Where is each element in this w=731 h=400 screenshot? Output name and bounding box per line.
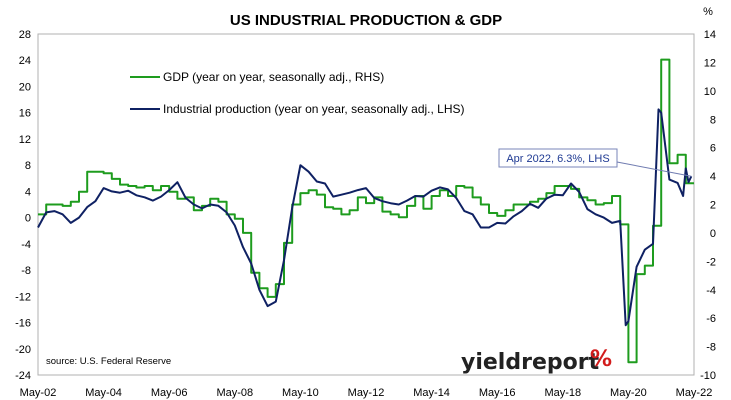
x-axis-tick-label: May-18 xyxy=(544,387,581,399)
x-axis-tick-label: May-12 xyxy=(348,387,385,399)
x-axis-tick-label: May-02 xyxy=(20,387,57,399)
right-axis-tick-label: 4 xyxy=(710,171,716,183)
source-note: source: U.S. Federal Reserve xyxy=(46,356,171,367)
x-axis-tick-label: May-14 xyxy=(413,387,450,399)
industrial-production-series-line xyxy=(37,108,693,327)
x-axis: May-02 May-04 May-06 May-08 May-10 May-12 May-… xyxy=(20,387,713,399)
right-axis-tick-label: 14 xyxy=(704,29,716,41)
x-axis-tick-label: May-08 xyxy=(216,387,253,399)
left-axis-tick-label: -24 xyxy=(15,370,31,382)
x-axis-tick-label: May-22 xyxy=(676,387,713,399)
x-axis-tick-label: May-10 xyxy=(282,387,319,399)
right-axis-tick-label: 12 xyxy=(704,57,716,69)
right-axis: -10 -8 -6 -4 -2 0 2 4 6 8 10 12 14 xyxy=(700,29,716,382)
chart-title: US INDUSTRIAL PRODUCTION & GDP xyxy=(230,12,502,29)
left-axis-tick-label: 8 xyxy=(25,160,31,172)
right-axis-tick-label: 2 xyxy=(710,200,716,212)
series-layer xyxy=(37,58,694,364)
plot-area-frame xyxy=(37,33,695,376)
legend-label-ip: Industrial production (year on year, sea… xyxy=(163,102,465,116)
right-axis-tick-label: 10 xyxy=(704,86,716,98)
legend-label-gdp: GDP (year on year, seasonally adj., RHS) xyxy=(163,70,384,84)
logo-wordmark: yieldreport xyxy=(461,350,600,375)
logo-percent-icon: % xyxy=(590,347,612,372)
annotation-box xyxy=(498,148,618,168)
right-axis-tick-label: -4 xyxy=(706,285,716,297)
right-axis-tick-label: 0 xyxy=(710,228,716,240)
left-axis: -24 -20 -16 -12 -8 -4 0 4 8 12 16 20 24 28 xyxy=(15,29,31,382)
left-axis-tick-label: -8 xyxy=(21,265,31,277)
annotation-leader-line xyxy=(616,161,692,177)
right-axis-tick-label: -6 xyxy=(706,313,716,325)
x-axis-tick-label: May-06 xyxy=(151,387,188,399)
left-axis-tick-label: -12 xyxy=(15,291,31,303)
right-axis-tick-label: -2 xyxy=(706,256,716,268)
left-axis-tick-label: 24 xyxy=(19,55,31,67)
gdp-series-line xyxy=(38,58,694,364)
right-axis-unit: % xyxy=(703,6,713,18)
annotation-label: Apr 2022, 6.3%, LHS xyxy=(506,153,609,165)
yieldreport-logo: yieldreport % xyxy=(461,347,612,375)
left-axis-tick-label: -20 xyxy=(15,344,31,356)
left-axis-tick-label: 28 xyxy=(19,29,31,41)
x-axis-tick-label: May-04 xyxy=(85,387,122,399)
left-axis-tick-label: 20 xyxy=(19,81,31,93)
left-axis-tick-label: 16 xyxy=(19,108,31,120)
left-axis-tick-label: -16 xyxy=(15,318,31,330)
right-axis-tick-label: 6 xyxy=(710,143,716,155)
left-axis-tick-label: -4 xyxy=(21,239,31,251)
x-axis-tick-label: May-16 xyxy=(479,387,516,399)
x-axis-tick-label: May-20 xyxy=(610,387,647,399)
right-axis-tick-label: -8 xyxy=(706,342,716,354)
right-axis-tick-label: 8 xyxy=(710,114,716,126)
left-axis-tick-label: 0 xyxy=(25,213,31,225)
left-axis-tick-label: 12 xyxy=(19,134,31,146)
left-axis-tick-label: 4 xyxy=(25,186,31,198)
right-axis-tick-label: -10 xyxy=(700,370,716,382)
